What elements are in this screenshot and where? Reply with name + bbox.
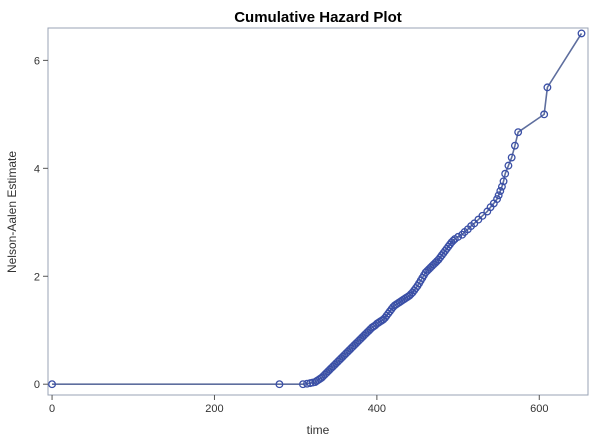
data-point	[497, 182, 506, 191]
y-axis: 0 2 4 6	[34, 55, 48, 391]
data-point	[454, 232, 463, 241]
y-tick-label: 6	[34, 55, 40, 67]
data-point	[299, 380, 307, 389]
plot-frame	[47, 27, 589, 396]
data-point	[478, 211, 487, 220]
x-axis: 0 200 400 600	[49, 395, 548, 415]
data-point	[543, 83, 552, 92]
x-axis-label: time	[307, 423, 330, 437]
data-point	[540, 110, 549, 119]
data-point	[496, 187, 505, 195]
data-point	[449, 236, 458, 245]
x-tick-label: 600	[530, 403, 548, 415]
data-point	[510, 141, 519, 150]
data-point	[504, 161, 513, 170]
data-point	[499, 177, 508, 186]
x-tick-label: 200	[205, 403, 223, 415]
x-tick-label: 0	[49, 403, 55, 415]
data-point	[48, 380, 57, 389]
y-tick-label: 2	[34, 271, 40, 283]
data-point	[275, 380, 284, 389]
series-markers	[48, 29, 586, 389]
data-point	[303, 379, 311, 388]
y-tick-label: 0	[34, 379, 40, 391]
x-tick-label: 400	[368, 403, 386, 415]
data-point	[494, 191, 503, 200]
y-tick-label: 4	[34, 163, 40, 175]
data-point	[507, 153, 516, 162]
y-axis-label: Nelson-Aalen Estimate	[5, 151, 19, 273]
chart-title: Cumulative Hazard Plot	[234, 9, 402, 26]
data-point	[501, 169, 510, 178]
data-point	[514, 128, 523, 137]
data-point	[577, 29, 586, 38]
data-point	[493, 195, 502, 204]
